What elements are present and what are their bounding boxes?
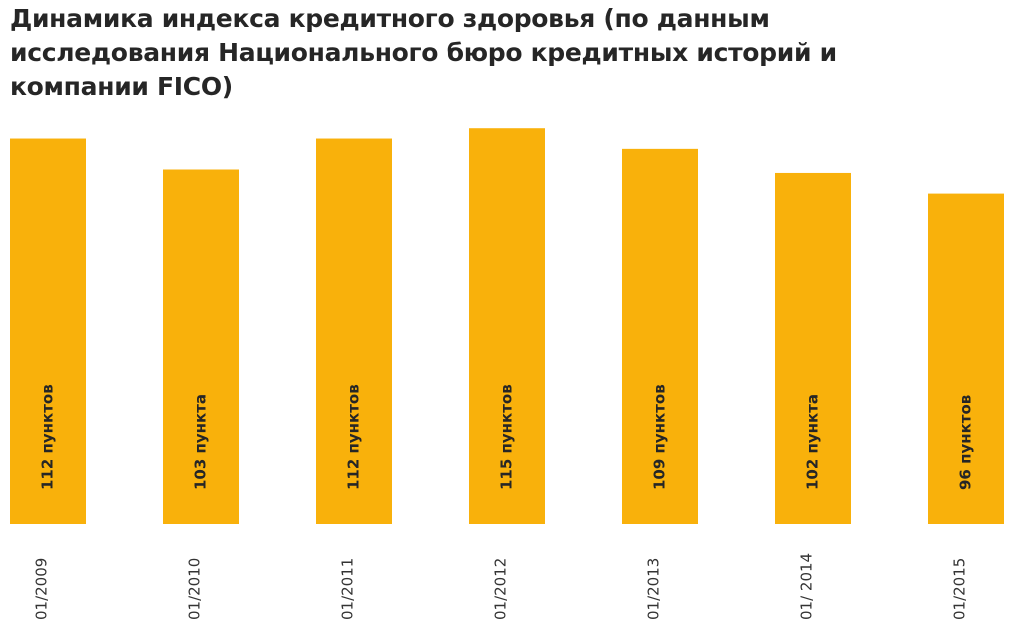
value-label: 112 пунктов — [345, 384, 363, 490]
bar — [10, 138, 86, 525]
x-tick-label: 01/2012 — [492, 558, 510, 620]
bar — [163, 169, 239, 524]
value-label: 112 пунктов — [39, 384, 57, 490]
value-label: 103 пункта — [192, 394, 210, 490]
x-tick-label: 01/2015 — [951, 558, 969, 620]
x-tick-label: 01/2011 — [339, 558, 357, 620]
bar — [316, 138, 392, 525]
bar — [928, 193, 1004, 524]
bar — [775, 172, 851, 524]
bar — [469, 128, 545, 525]
x-tick-label: 01/ 2014 — [798, 553, 816, 620]
x-tick-label: 01/2009 — [33, 558, 51, 620]
value-label: 96 пунктов — [957, 395, 975, 490]
chart-title: Динамика индекса кредитного здоровья (по… — [10, 4, 837, 101]
value-label: 109 пунктов — [651, 384, 669, 490]
value-label: 115 пунктов — [498, 384, 516, 490]
value-label: 102 пункта — [804, 394, 822, 490]
x-tick-label: 01/2013 — [645, 558, 663, 620]
bar — [622, 148, 698, 524]
x-tick-label: 01/2010 — [186, 558, 204, 620]
